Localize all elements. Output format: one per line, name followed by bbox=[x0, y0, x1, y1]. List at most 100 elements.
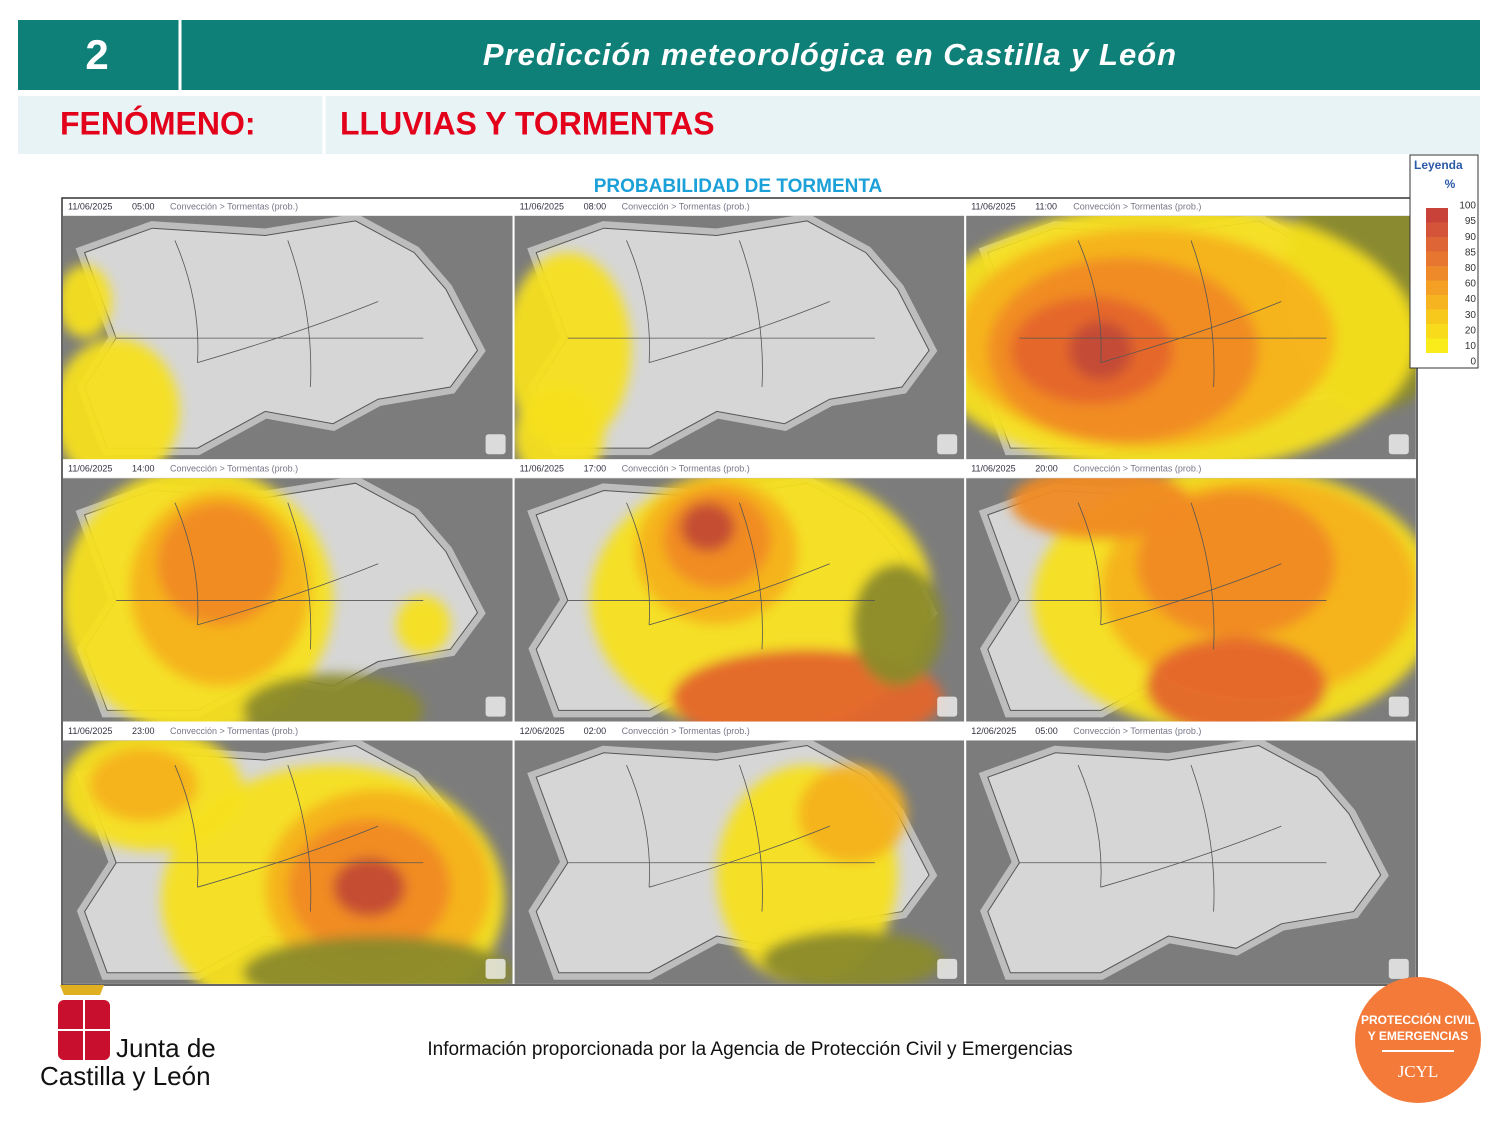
logo-circle bbox=[1355, 977, 1481, 1103]
logo-text: PROTECCIÓN CIVIL bbox=[1361, 1012, 1475, 1027]
probability-area bbox=[62, 338, 180, 461]
province-border bbox=[174, 764, 199, 888]
map-body bbox=[62, 216, 514, 461]
map-panel: 11/06/2025 20:00 Convección > Tormentas (p… bbox=[964, 459, 1418, 724]
province-border bbox=[1100, 563, 1282, 626]
probability-area bbox=[1069, 321, 1133, 380]
probability-area bbox=[680, 502, 735, 552]
map-panel: 11/06/2025 05:00 Convección > Tormentas (p… bbox=[61, 197, 515, 462]
section-number: 2 bbox=[85, 31, 108, 78]
province-border bbox=[174, 240, 199, 363]
map-panel: 11/06/2025 11:00 Convección > Tormentas (p… bbox=[964, 197, 1418, 462]
province-border bbox=[1190, 240, 1215, 388]
map-panel: 12/06/2025 05:00 Convección > Tormentas (p… bbox=[964, 721, 1418, 986]
maps-title: PROBABILIDAD DE TORMENTA bbox=[594, 176, 883, 197]
province-border bbox=[197, 563, 379, 626]
phenomenon-label: FENÓMENO: bbox=[60, 105, 256, 141]
legend-tick: 90 bbox=[1465, 232, 1477, 243]
legend-swatch bbox=[1426, 295, 1448, 310]
probability-area bbox=[332, 857, 406, 917]
panel-date: 11/06/2025 bbox=[971, 464, 1015, 474]
panel-time: 20:00 bbox=[1035, 464, 1058, 474]
expand-icon bbox=[485, 696, 506, 717]
legend-swatch bbox=[1426, 309, 1448, 324]
panel-layer: Convección > Tormentas (prob.) bbox=[1073, 201, 1201, 211]
legend-title: Leyenda bbox=[1414, 158, 1463, 172]
province-border bbox=[1100, 301, 1282, 363]
map-frame bbox=[61, 197, 1418, 986]
logo-text: Junta de bbox=[116, 1033, 216, 1063]
panel-time: 14:00 bbox=[132, 464, 155, 474]
probability-area bbox=[513, 387, 604, 461]
legend-tick: 0 bbox=[1470, 357, 1476, 368]
panel-time: 05:00 bbox=[1035, 726, 1058, 736]
panel-layer: Convección > Tormentas (prob.) bbox=[170, 464, 298, 474]
phenomenon-bar bbox=[18, 96, 1480, 154]
legend-swatch bbox=[1426, 280, 1448, 295]
province-border bbox=[648, 563, 830, 626]
panel-layer: Convección > Tormentas (prob.) bbox=[170, 201, 298, 211]
province-border bbox=[1077, 502, 1102, 625]
probability-area bbox=[89, 747, 198, 822]
province-border bbox=[1077, 764, 1102, 888]
province-border bbox=[739, 240, 763, 388]
probability-area bbox=[242, 936, 514, 985]
probability-area bbox=[242, 673, 424, 723]
legend-swatch bbox=[1426, 237, 1448, 252]
probability-area bbox=[798, 765, 907, 863]
map-body bbox=[513, 740, 966, 985]
panel-date: 11/06/2025 bbox=[68, 201, 112, 211]
expand-icon bbox=[485, 434, 506, 455]
crown bbox=[60, 985, 104, 995]
legend-tick: 30 bbox=[1465, 310, 1477, 321]
probability-field bbox=[62, 264, 180, 461]
logo-text: Y EMERGENCIAS bbox=[1368, 1029, 1468, 1043]
panel-date: 12/06/2025 bbox=[971, 726, 1016, 736]
map-panel: 11/06/2025 14:00 Convección > Tormentas (p… bbox=[61, 459, 515, 724]
province-border bbox=[1077, 240, 1102, 363]
legend-tick: 95 bbox=[1465, 216, 1477, 227]
footer-source: Información proporcionada por la Agencia… bbox=[427, 1039, 1072, 1060]
legend-swatch bbox=[1426, 266, 1448, 281]
probability-area bbox=[1145, 637, 1327, 723]
probability-field bbox=[513, 252, 631, 461]
panel-time: 17:00 bbox=[584, 464, 607, 474]
map-panel: 11/06/2025 08:00 Convección > Tormentas (p… bbox=[512, 197, 967, 462]
province-border bbox=[626, 240, 650, 363]
panel-layer: Convección > Tormentas (prob.) bbox=[1073, 726, 1201, 736]
expand-icon bbox=[937, 434, 958, 455]
map-panel: 11/06/2025 23:00 Convección > Tormentas (p… bbox=[61, 721, 515, 986]
map-grid: 11/06/2025 05:00 Convección > Tormentas (p… bbox=[61, 197, 1418, 986]
legend-unit: % bbox=[1445, 177, 1456, 191]
province-border bbox=[1100, 825, 1282, 888]
map-body bbox=[513, 478, 966, 723]
map-body bbox=[62, 478, 514, 723]
legend-tick: 60 bbox=[1465, 279, 1477, 290]
map-body bbox=[965, 478, 1417, 723]
province-border bbox=[1190, 764, 1215, 912]
legend-swatch bbox=[1426, 324, 1448, 339]
expand-icon bbox=[1388, 434, 1409, 455]
panel-date: 12/06/2025 bbox=[520, 726, 565, 736]
map-body bbox=[62, 740, 514, 985]
panel-layer: Convección > Tormentas (prob.) bbox=[622, 201, 750, 211]
logo-proteccion: PROTECCIÓN CIVIL Y EMERGENCIAS JCYL bbox=[1355, 977, 1481, 1103]
map-region bbox=[987, 744, 1382, 974]
legend-swatch bbox=[1426, 251, 1448, 266]
probability-area bbox=[762, 931, 943, 985]
probability-field bbox=[62, 740, 514, 985]
province-border bbox=[739, 764, 763, 912]
logo-junta: Junta de Castilla y León bbox=[40, 985, 216, 1091]
probability-area bbox=[62, 264, 112, 339]
legend-tick: 10 bbox=[1465, 341, 1477, 352]
expand-icon bbox=[937, 696, 958, 717]
panel-time: 08:00 bbox=[584, 201, 607, 211]
legend-tick: 40 bbox=[1465, 294, 1477, 305]
panel-date: 11/06/2025 bbox=[520, 464, 564, 474]
province-border bbox=[197, 301, 379, 363]
legend-tick: 100 bbox=[1459, 201, 1476, 212]
panel-time: 23:00 bbox=[132, 726, 155, 736]
province-border bbox=[287, 240, 312, 388]
expand-icon bbox=[1388, 696, 1409, 717]
